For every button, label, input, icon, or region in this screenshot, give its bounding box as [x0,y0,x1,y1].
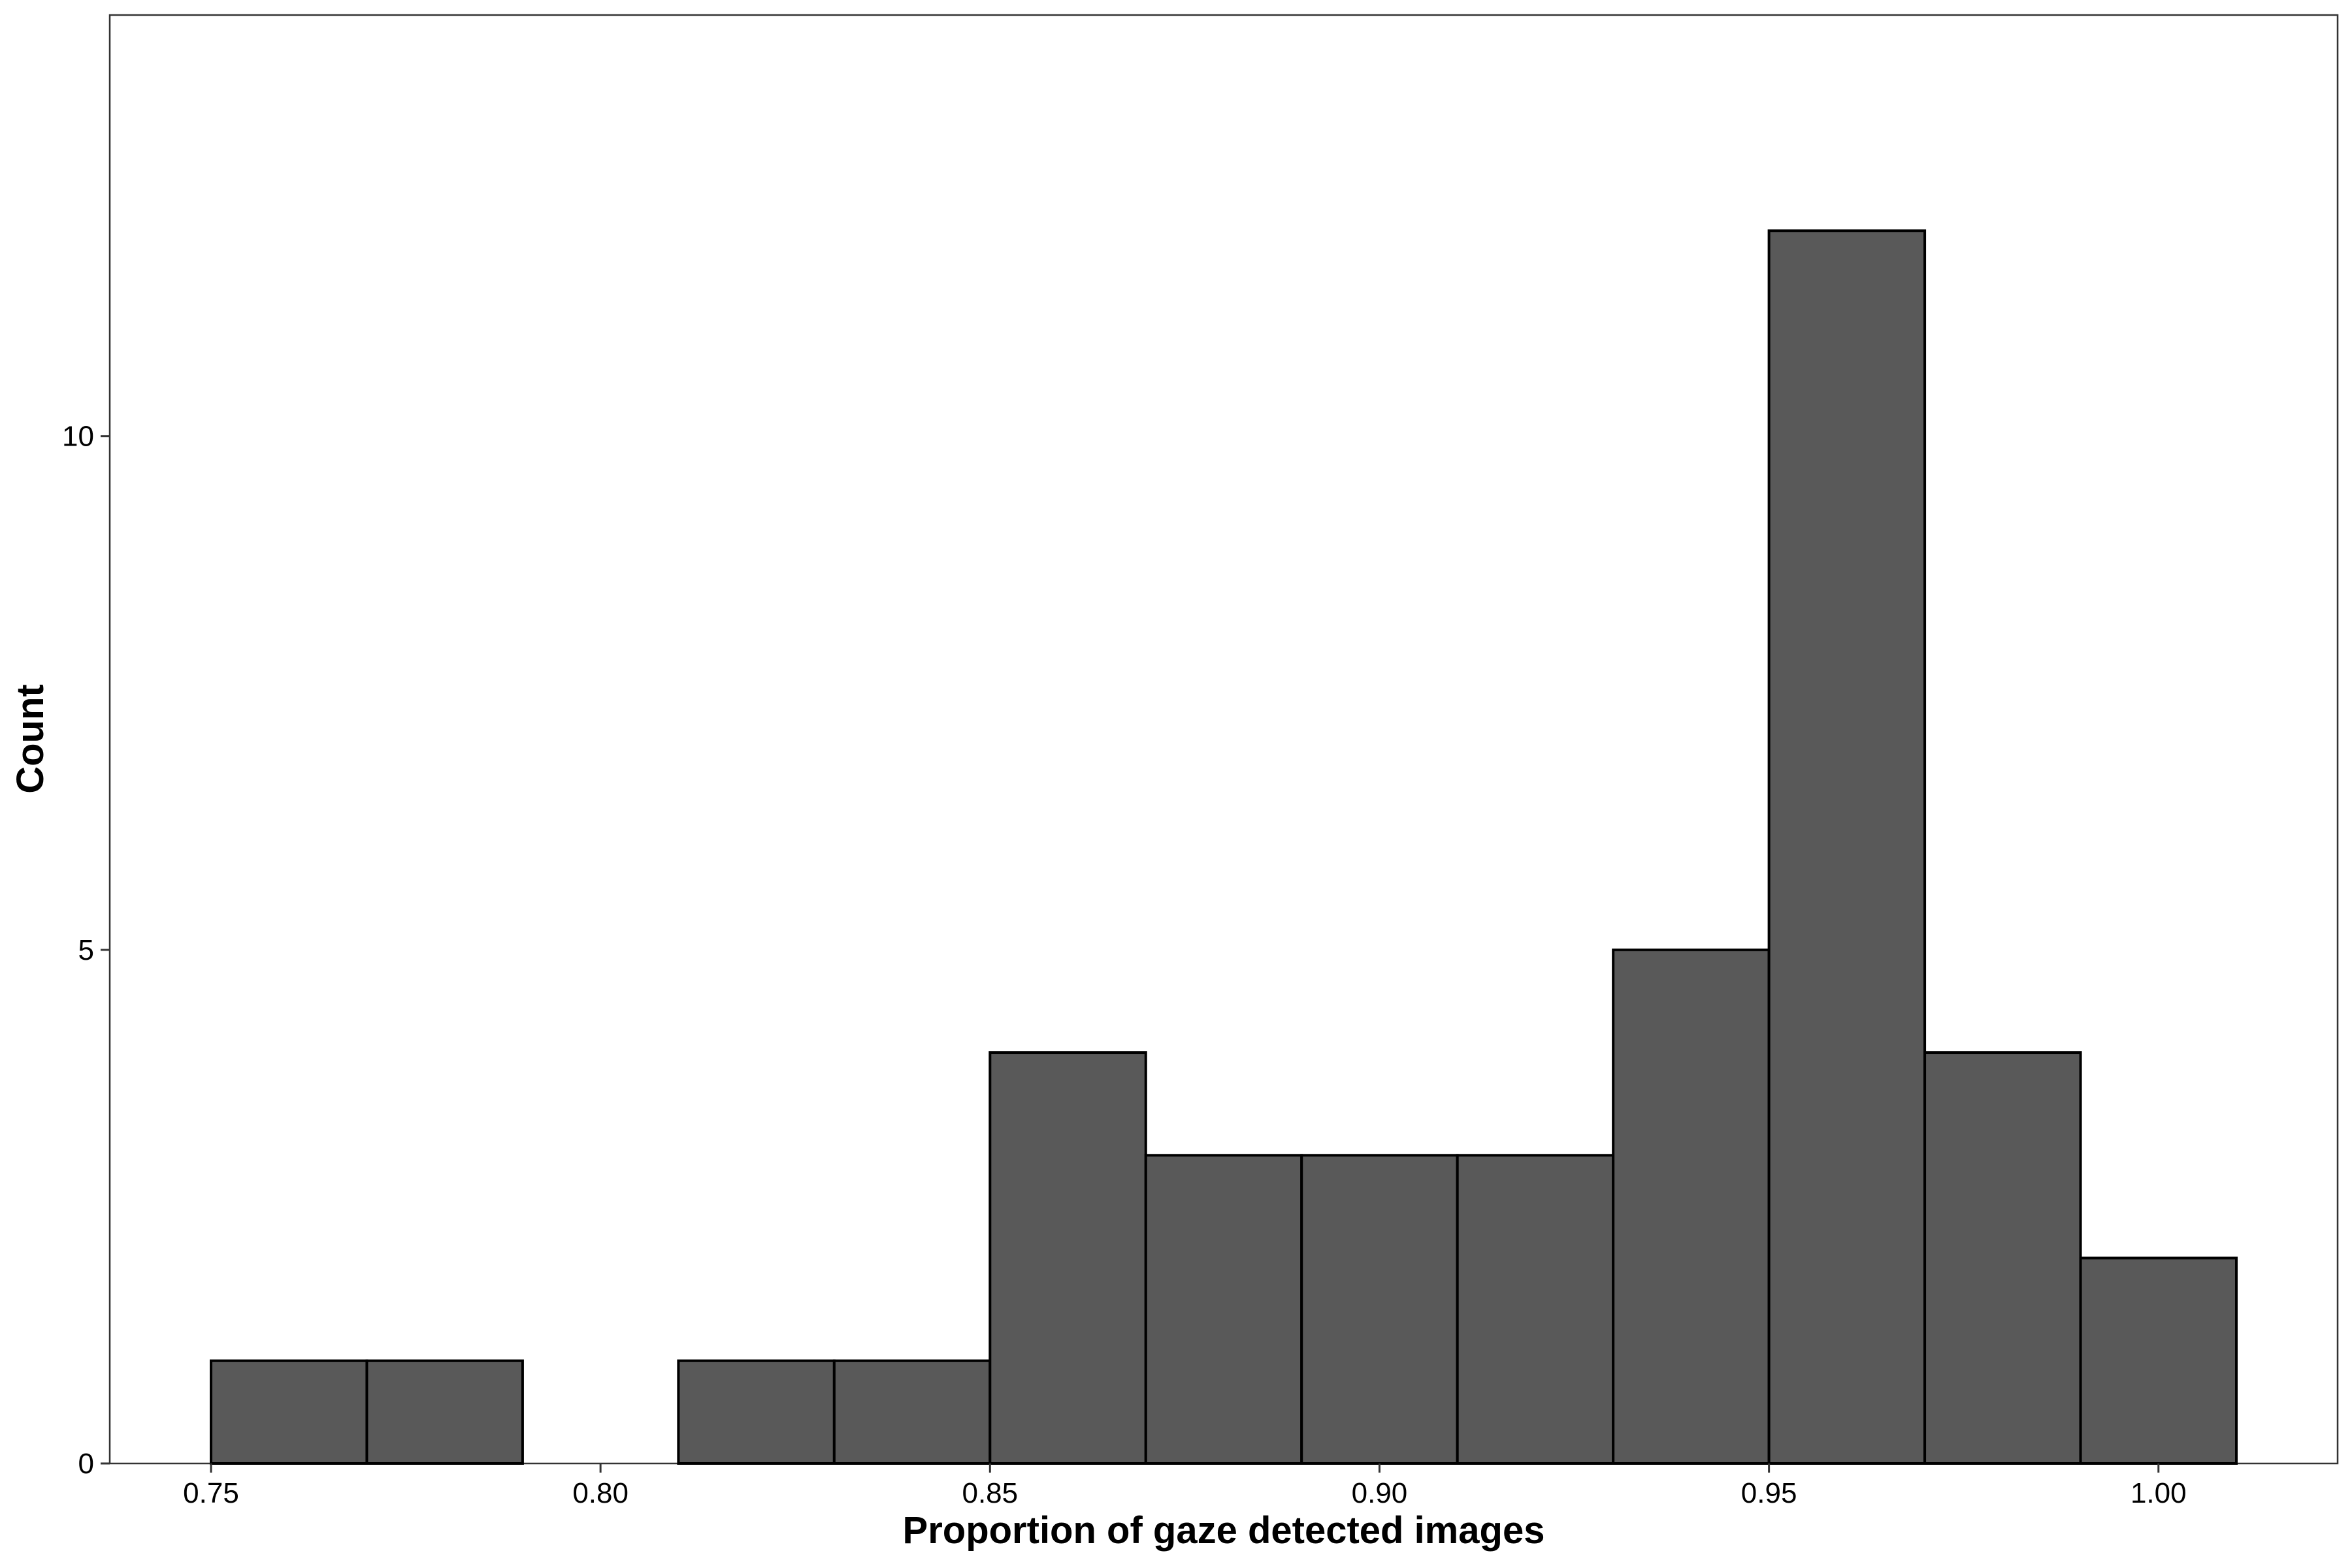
histogram-bar [1300,1154,1459,1465]
y-tick-label: 0 [78,1448,94,1480]
histogram-bar [2079,1256,2238,1465]
x-tick-label: 1.00 [2131,1477,2187,1509]
histogram-bar [677,1359,836,1465]
histogram-bar [210,1359,368,1465]
histogram-bar [1144,1154,1303,1465]
histogram-bar [1767,229,1927,1465]
histogram-bar [988,1051,1147,1465]
x-tick-label: 0.80 [572,1477,629,1509]
x-tick-label: 0.95 [1741,1477,1797,1509]
x-axis-title: Proportion of gaze detected images [903,1509,1545,1552]
x-axis: 0.75 0.80 0.85 0.90 0.95 1.00 [183,1463,2187,1509]
y-axis: 0 5 10 [62,421,110,1480]
histogram-bar [1923,1051,2082,1465]
y-tick-label: 5 [78,934,94,966]
x-tick-label: 0.75 [183,1477,239,1509]
bars-group [210,229,2238,1465]
y-tick-label: 10 [62,421,94,453]
y-axis-title: Count [9,684,52,794]
x-tick-label: 0.85 [962,1477,1018,1509]
histogram-bar [365,1359,524,1465]
histogram-bar [832,1359,992,1465]
x-tick-label: 0.90 [1352,1477,1408,1509]
histogram-bar [1612,948,1771,1465]
histogram-bar [1456,1154,1615,1465]
